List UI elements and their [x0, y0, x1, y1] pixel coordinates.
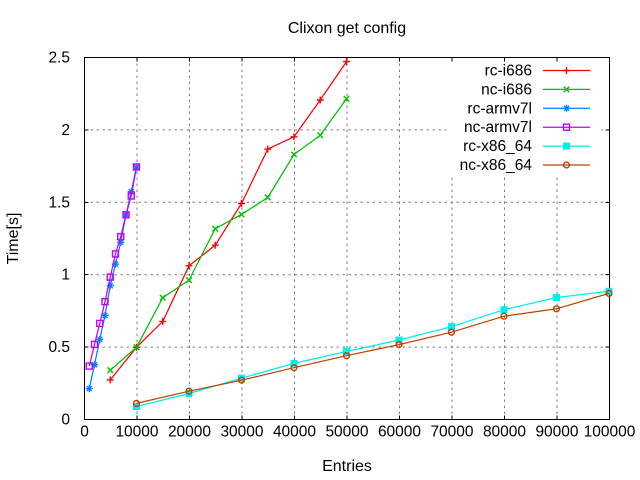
- svg-text:50000: 50000: [325, 424, 368, 441]
- svg-text:100000: 100000: [584, 424, 636, 441]
- svg-text:20000: 20000: [168, 424, 211, 441]
- svg-text:rc-armv7l: rc-armv7l: [467, 100, 532, 117]
- svg-text:rc-x86_64: rc-x86_64: [463, 138, 532, 155]
- svg-text:90000: 90000: [535, 424, 578, 441]
- svg-text:70000: 70000: [430, 424, 473, 441]
- svg-text:0: 0: [61, 412, 70, 429]
- svg-text:1: 1: [61, 267, 70, 284]
- svg-text:1.5: 1.5: [48, 194, 70, 211]
- svg-text:80000: 80000: [483, 424, 526, 441]
- svg-text:nc-x86_64: nc-x86_64: [460, 157, 533, 174]
- svg-text:nc-armv7l: nc-armv7l: [464, 119, 532, 136]
- svg-text:Entries: Entries: [322, 458, 372, 475]
- svg-text:nc-i686: nc-i686: [481, 81, 532, 98]
- svg-text:10000: 10000: [115, 424, 158, 441]
- svg-text:rc-i686: rc-i686: [485, 63, 532, 80]
- svg-text:Clixon get config: Clixon get config: [288, 20, 406, 37]
- svg-text:2: 2: [61, 122, 70, 139]
- svg-text:40000: 40000: [273, 424, 316, 441]
- svg-text:60000: 60000: [378, 424, 421, 441]
- svg-text:2.5: 2.5: [48, 50, 70, 67]
- svg-text:30000: 30000: [220, 424, 263, 441]
- svg-text:Time[s]: Time[s]: [5, 213, 22, 265]
- svg-text:0.5: 0.5: [48, 339, 70, 356]
- svg-text:0: 0: [80, 424, 89, 441]
